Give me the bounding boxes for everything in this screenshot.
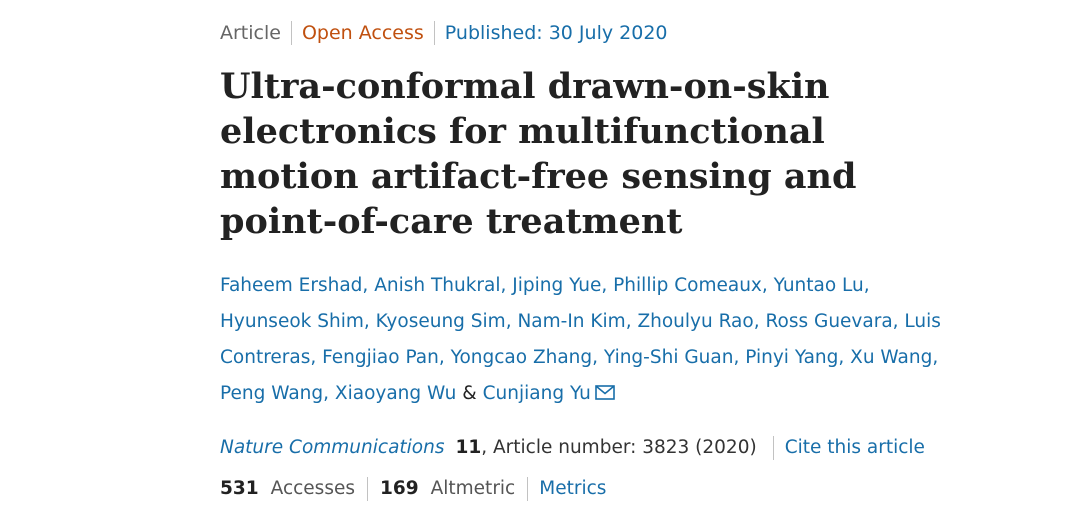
author-link[interactable]: Fengjiao Pan	[322, 347, 439, 368]
author-separator: ,	[753, 311, 766, 332]
published-date: Published: 30 July 2020	[444, 22, 668, 44]
divider	[290, 21, 292, 45]
author-link[interactable]: Pinyi Yang	[745, 347, 839, 368]
altmetric-label: Altmetric	[430, 478, 516, 499]
author-separator: ,	[838, 347, 851, 368]
author-link[interactable]: Peng Wang	[220, 383, 324, 404]
article-number: , Article number: 3823 (2020)	[481, 437, 757, 458]
author-link[interactable]: Ross Guevara	[765, 311, 893, 332]
divider	[366, 477, 368, 501]
divider	[772, 436, 774, 460]
author-link[interactable]: Xu Wang	[850, 347, 933, 368]
author-link[interactable]: Hyunseok Shim	[220, 311, 364, 332]
author-link[interactable]: Jiping Yue	[512, 275, 602, 296]
metrics-bar: 531 Accesses 169 Altmetric Metrics	[220, 474, 980, 504]
author-link[interactable]: Yongcao Zhang	[450, 347, 593, 368]
accesses-count: 531	[220, 478, 259, 499]
author-link[interactable]: Ying-Shi Guan	[603, 347, 734, 368]
cite-this-article-link[interactable]: Cite this article	[784, 437, 925, 458]
author-link[interactable]: Zhoulyu Rao	[637, 311, 754, 332]
journal-volume: 11	[455, 437, 482, 458]
author-separator: ,	[601, 275, 614, 296]
author-separator: ,	[438, 347, 451, 368]
author-separator: ,	[863, 275, 870, 296]
author-separator: ,	[733, 347, 746, 368]
author-separator: ,	[323, 383, 335, 404]
author-separator: ,	[310, 347, 323, 368]
altmetric-score: 169	[379, 478, 419, 499]
author-conjunction: &	[462, 383, 477, 404]
author-link[interactable]: Anish Thukral	[374, 275, 501, 296]
author-separator: ,	[592, 347, 604, 368]
article-header: Article Open Access Published: 30 July 2…	[220, 18, 980, 504]
author-link[interactable]: Luis Contreras	[220, 311, 941, 368]
author-link[interactable]: Cunjiang Yu	[482, 383, 591, 404]
open-access-badge: Open Access	[301, 22, 424, 44]
citation: Nature Communications 11 , Article numbe…	[220, 433, 980, 463]
author-link[interactable]: Faheem Ershad	[220, 275, 363, 296]
divider	[527, 477, 529, 501]
author-separator: ,	[625, 311, 638, 332]
author-separator: ,	[761, 275, 774, 296]
article-title: Ultra-conformal drawn-on-skin electronic…	[220, 66, 857, 242]
author-separator: ,	[363, 311, 376, 332]
author-link[interactable]: Nam-In Kim	[517, 311, 626, 332]
article-type: Article	[220, 22, 281, 44]
author-separator: ,	[500, 275, 513, 296]
accesses-label: Accesses	[270, 478, 355, 499]
journal-link[interactable]: Nature Communications	[220, 437, 445, 458]
author-link[interactable]: Xiaoyang Wu	[334, 383, 457, 404]
author-separator: ,	[932, 347, 939, 368]
author-separator: ,	[362, 275, 375, 296]
author-link[interactable]: Yuntao Lu	[773, 275, 864, 296]
divider	[433, 21, 435, 45]
author-separator: ,	[505, 311, 518, 332]
author-link[interactable]: Phillip Comeaux	[613, 275, 762, 296]
article-meta: Article Open Access Published: 30 July 2…	[220, 18, 980, 48]
mail-icon[interactable]	[595, 377, 615, 413]
author-link[interactable]: Kyoseung Sim	[375, 311, 506, 332]
metrics-link[interactable]: Metrics	[539, 478, 607, 499]
author-separator: ,	[892, 311, 905, 332]
author-list: Faheem Ershad, Anish Thukral, Jiping Yue…	[220, 268, 960, 413]
